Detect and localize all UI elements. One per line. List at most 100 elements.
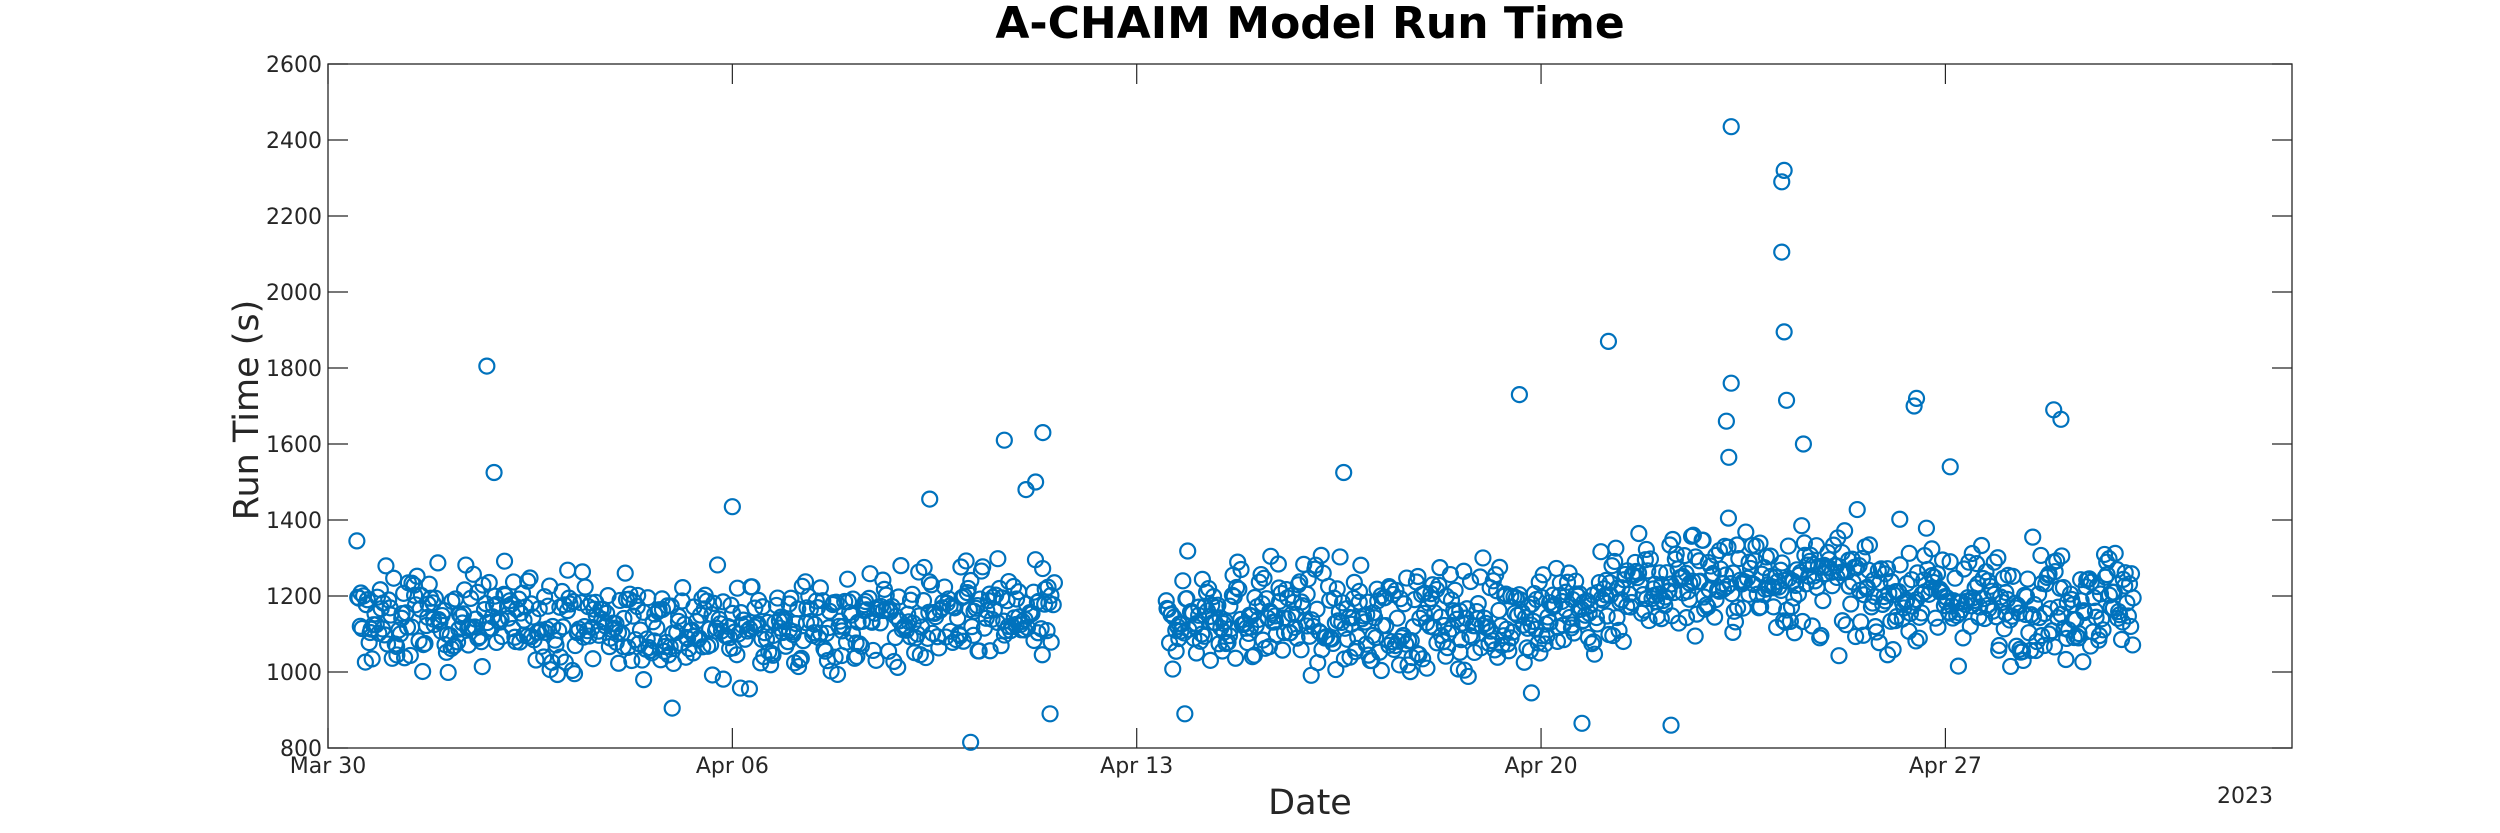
data-point [1331, 548, 1349, 566]
data-point [708, 556, 727, 574]
y-tick-label: 2600 [266, 53, 322, 78]
data-point [1443, 620, 1461, 638]
data-point [1720, 448, 1738, 466]
data-point [980, 585, 999, 603]
data-point [791, 651, 809, 669]
data-point [703, 666, 722, 684]
data-point [1041, 705, 1059, 723]
data-point [420, 575, 438, 593]
data-point [1686, 627, 1704, 645]
data-point [871, 614, 889, 632]
data-point [1461, 626, 1479, 645]
data-point [1610, 621, 1628, 640]
data-point [974, 558, 992, 576]
data-point [1599, 332, 1618, 350]
data-point [2074, 653, 2092, 671]
data-point [1842, 595, 1860, 613]
data-point [1598, 607, 1616, 625]
data-point [663, 699, 681, 717]
data-point [1522, 684, 1541, 702]
data-point [1997, 583, 2015, 602]
data-point [377, 557, 395, 575]
data-point [1730, 550, 1748, 568]
data-point [1794, 612, 1812, 631]
data-point [401, 646, 419, 665]
data-point [1380, 636, 1398, 654]
data-point [1007, 590, 1026, 608]
data-point [1176, 705, 1194, 723]
data-point [395, 584, 413, 602]
data-point [920, 573, 939, 591]
data-point [1775, 323, 1793, 341]
data-point [1201, 651, 1220, 669]
data-point [1830, 647, 1848, 665]
data-point [784, 623, 803, 641]
data-point [1490, 601, 1508, 620]
data-point [1941, 553, 1959, 571]
data-point [1702, 557, 1720, 575]
data-point [2024, 608, 2042, 626]
data-point [1719, 538, 1737, 556]
data-point [1273, 641, 1292, 659]
data-point [360, 633, 378, 652]
data-point [448, 633, 467, 651]
data-point [1167, 642, 1185, 660]
data-point [1891, 556, 1909, 574]
data-point [519, 572, 537, 590]
data-point [1553, 592, 1571, 611]
data-point [1335, 463, 1353, 482]
data-point [850, 635, 868, 653]
data-point [811, 579, 829, 597]
data-point [645, 632, 663, 650]
data-point [1179, 542, 1197, 560]
data-point [1773, 243, 1791, 261]
data-point [1269, 555, 1287, 573]
data-point [1812, 626, 1830, 645]
data-point [957, 552, 975, 570]
data-point [1747, 537, 1765, 555]
y-tick-label: 2400 [266, 129, 322, 154]
data-point [826, 648, 844, 666]
data-point [811, 624, 830, 642]
data-point [1840, 577, 1858, 595]
y-tick-label: 2200 [266, 205, 322, 230]
data-point [816, 642, 834, 660]
data-point [1187, 644, 1206, 662]
data-point [1017, 481, 1035, 499]
data-point [1358, 605, 1376, 624]
data-point [1458, 600, 1476, 618]
y-tick-label: 2000 [266, 281, 322, 306]
data-point [1836, 522, 1854, 540]
data-point [414, 662, 432, 681]
data-point [576, 578, 594, 596]
data-point [388, 637, 406, 656]
data-point [363, 650, 381, 668]
data-point [1860, 536, 1879, 554]
data-point [962, 571, 980, 590]
data-point [2067, 627, 2086, 645]
data-point [1639, 562, 1657, 580]
data-point [2027, 641, 2045, 660]
data-point [1459, 667, 1477, 686]
data-point [1878, 646, 1897, 664]
data-point [1850, 581, 1869, 600]
data-point [1777, 391, 1796, 409]
data-point [839, 570, 857, 588]
data-point [796, 573, 815, 591]
data-point [455, 581, 474, 599]
data-point [1266, 613, 1285, 631]
data-point [416, 634, 434, 653]
data-point [935, 578, 954, 596]
data-point [1710, 541, 1729, 560]
data-point [762, 644, 781, 663]
data-point [1782, 598, 1801, 616]
data-point [1789, 585, 1808, 603]
data-point [1514, 616, 1533, 634]
data-point [1614, 632, 1632, 651]
data-point [559, 561, 577, 579]
data-point [554, 618, 572, 636]
data-point [1726, 613, 1745, 631]
data-point [1195, 627, 1213, 645]
data-point [1848, 500, 1866, 519]
data-point [714, 593, 732, 611]
